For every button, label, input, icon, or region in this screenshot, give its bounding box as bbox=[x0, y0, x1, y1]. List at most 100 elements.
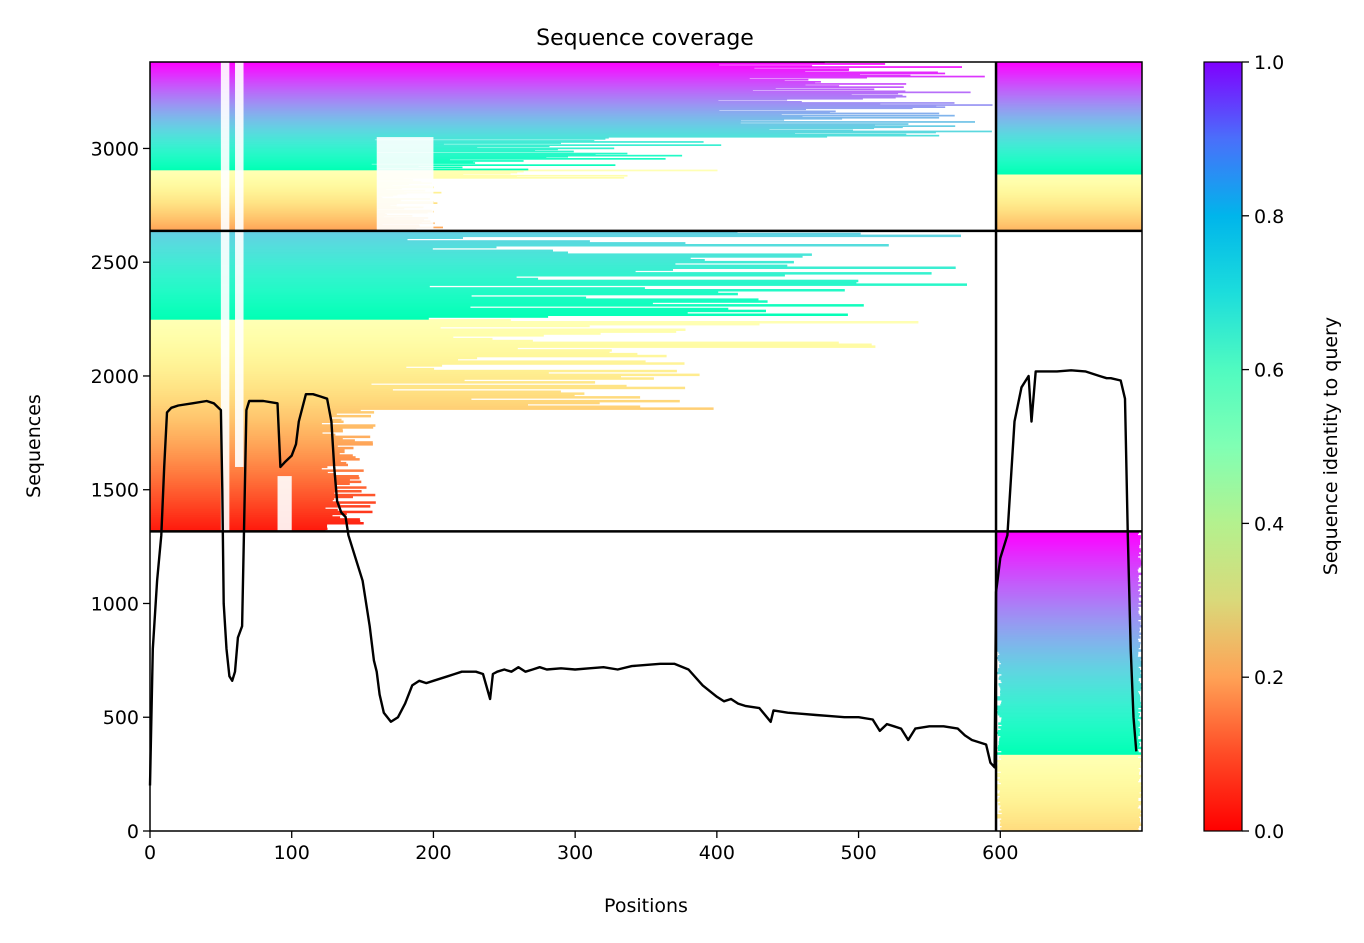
heatmap-row bbox=[150, 281, 857, 284]
heatmap-row bbox=[150, 186, 434, 189]
heatmap-row bbox=[996, 127, 1142, 130]
heatmap-row bbox=[150, 84, 806, 86]
heatmap-row bbox=[996, 210, 1142, 213]
heatmap-row bbox=[996, 645, 1141, 649]
heatmap-row bbox=[996, 93, 1142, 96]
colorbar-tick-label: 0.4 bbox=[1254, 513, 1284, 535]
heatmap-row bbox=[150, 148, 558, 151]
heatmap-row bbox=[150, 296, 587, 300]
heatmap-row bbox=[150, 176, 517, 178]
heatmap-row bbox=[150, 381, 596, 384]
heatmap-row bbox=[996, 591, 1141, 594]
heatmap-row bbox=[150, 103, 881, 105]
heatmap-row bbox=[996, 181, 1142, 183]
heatmap-row bbox=[150, 232, 861, 236]
heatmap-row bbox=[996, 226, 1142, 229]
x-tick-label: 500 bbox=[840, 842, 876, 864]
heatmap-row bbox=[150, 274, 785, 277]
heatmap-row bbox=[150, 182, 432, 184]
heatmap-row bbox=[150, 217, 429, 219]
heatmap-row bbox=[150, 146, 478, 149]
heatmap-row bbox=[996, 198, 1142, 200]
heatmap-row bbox=[150, 294, 472, 298]
heatmap-row bbox=[996, 209, 1142, 212]
heatmap-row bbox=[997, 698, 1141, 701]
heatmap-row bbox=[996, 784, 1141, 787]
heatmap-row bbox=[1001, 812, 1141, 815]
heatmap-row bbox=[1000, 720, 1140, 723]
heatmap-row bbox=[150, 358, 458, 361]
heatmap-row bbox=[996, 218, 1142, 220]
heatmap-row bbox=[996, 160, 1142, 162]
heatmap-row bbox=[996, 149, 1142, 152]
x-tick-label: 200 bbox=[415, 842, 451, 864]
heatmap-row bbox=[150, 215, 413, 217]
heatmap-row bbox=[996, 559, 1142, 562]
heatmap-row bbox=[150, 79, 785, 82]
heatmap-row bbox=[996, 604, 1142, 607]
heatmap-row bbox=[996, 224, 1142, 227]
heatmap-row bbox=[150, 183, 410, 185]
heatmap-row bbox=[996, 548, 1141, 551]
heatmap-row bbox=[150, 260, 794, 264]
heatmap-row bbox=[996, 77, 1142, 80]
y-tick-label: 1500 bbox=[91, 480, 139, 502]
heatmap-row bbox=[999, 739, 1142, 742]
heatmap-row bbox=[996, 71, 1142, 74]
heatmap-row bbox=[1001, 681, 1140, 684]
heatmap-row bbox=[996, 643, 1141, 647]
heatmap-row bbox=[150, 162, 476, 164]
heatmap-row bbox=[150, 307, 729, 311]
x-tick-label: 600 bbox=[982, 842, 1018, 864]
y-axis-label: Sequences bbox=[23, 394, 45, 498]
heatmap-row bbox=[996, 153, 1142, 156]
heatmap-row bbox=[150, 388, 393, 392]
heatmap-row bbox=[150, 188, 387, 191]
heatmap-row bbox=[997, 655, 1138, 658]
heatmap-row bbox=[997, 729, 1140, 733]
heatmap-row bbox=[150, 375, 621, 378]
heatmap-row bbox=[150, 218, 395, 220]
heatmap-row bbox=[996, 188, 1142, 191]
heatmap-row bbox=[150, 128, 770, 131]
heatmap-row bbox=[150, 185, 430, 188]
heatmap-row bbox=[996, 634, 1140, 637]
heatmap-row bbox=[1001, 825, 1140, 828]
heatmap-row bbox=[1000, 771, 1140, 774]
heatmap-row bbox=[1000, 662, 1142, 665]
heatmap-row bbox=[996, 138, 1142, 140]
heatmap-row bbox=[150, 149, 535, 152]
y-tick-label: 0 bbox=[127, 821, 139, 843]
heatmap-row bbox=[150, 194, 394, 197]
heatmap-row bbox=[996, 174, 1142, 177]
heatmap-row bbox=[150, 439, 355, 442]
heatmap-row bbox=[150, 366, 407, 369]
heatmap-row bbox=[150, 165, 419, 168]
heatmap-row bbox=[150, 506, 326, 510]
heatmap-row bbox=[1000, 728, 1140, 731]
heatmap-row bbox=[996, 125, 1142, 127]
heatmap-row bbox=[996, 212, 1142, 215]
heatmap-row bbox=[999, 664, 1142, 667]
heatmap-row bbox=[150, 469, 364, 472]
heatmap-row bbox=[1000, 686, 1142, 690]
heatmap-row bbox=[996, 143, 1142, 145]
heatmap-row bbox=[996, 222, 1142, 225]
heatmap-row bbox=[996, 101, 1142, 103]
heatmap-row bbox=[996, 563, 1142, 566]
heatmap-row bbox=[150, 62, 825, 64]
heatmap-row bbox=[996, 126, 1142, 129]
heatmap-row bbox=[997, 713, 1140, 716]
heatmap-row bbox=[150, 364, 443, 367]
colorbar-tick-label: 0.8 bbox=[1254, 206, 1284, 228]
heatmap-row bbox=[150, 289, 845, 292]
heatmap-row bbox=[996, 119, 1142, 121]
heatmap-row bbox=[996, 110, 1142, 113]
heatmap-row bbox=[150, 202, 438, 204]
heatmap-row bbox=[150, 104, 993, 106]
heatmap-row bbox=[150, 201, 434, 203]
heatmap-row bbox=[150, 72, 946, 75]
heatmap-row bbox=[1000, 804, 1139, 808]
heatmap-row bbox=[150, 157, 547, 159]
heatmap-row bbox=[150, 354, 667, 358]
